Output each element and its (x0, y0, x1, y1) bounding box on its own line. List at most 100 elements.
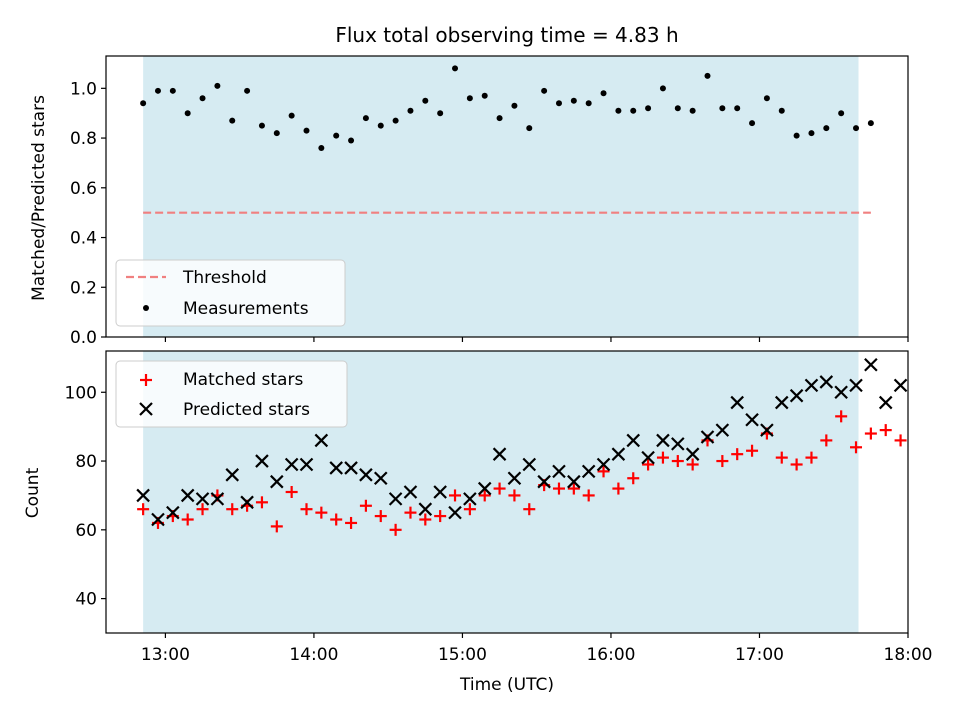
measurement-point (674, 105, 681, 112)
predicted-star-point (656, 433, 670, 448)
measurement-point (362, 115, 369, 122)
predicted-star-point (225, 468, 240, 482)
legend-predicted-label: Predicted stars (183, 400, 310, 420)
predicted-star-point (195, 492, 210, 506)
measurement-point (630, 107, 637, 114)
measurement-point (437, 110, 444, 117)
matched-star-point (389, 523, 402, 536)
bottom-y-axis-label: Count (23, 467, 43, 518)
predicted-star-point (329, 461, 343, 475)
matched-star-point (285, 486, 298, 498)
predicted-star-point (537, 474, 551, 489)
matched-star-point (627, 472, 640, 485)
matched-star-point (404, 506, 417, 519)
measurement-point (348, 137, 355, 144)
matched-star-point (731, 448, 744, 461)
matched-star-point (567, 482, 580, 495)
predicted-star-point (166, 505, 180, 520)
predicted-star-point (819, 375, 834, 389)
measurement-point (645, 105, 652, 112)
top-y-tick-label: 0.2 (70, 278, 97, 298)
x-tick-label: 17:00 (735, 645, 784, 665)
measurement-point (526, 125, 533, 132)
measurement-point (377, 122, 384, 129)
matched-star-point (508, 489, 521, 502)
predicted-star-point (151, 512, 165, 527)
predicted-star-point (567, 474, 581, 489)
predicted-star-point (864, 357, 878, 372)
bottom-y-tick-label: 40 (75, 590, 97, 610)
measurement-point (318, 145, 325, 152)
x-tick-label: 16:00 (586, 645, 635, 665)
bottom-x-ticks: 13:00 14:00 15:00 16:00 17:00 18:00 (141, 633, 933, 665)
matched-star-point (805, 451, 818, 464)
measurement-point (333, 132, 340, 139)
measurement-point (184, 110, 191, 117)
predicted-star-point (210, 492, 225, 506)
measurement-point (214, 82, 221, 89)
predicted-star-point (448, 505, 462, 520)
predicted-star-point (641, 450, 655, 465)
predicted-star-point (611, 447, 626, 461)
predicted-star-point (730, 395, 744, 410)
matched-star-point (270, 520, 283, 533)
measurement-point (407, 107, 414, 114)
x-tick-label: 13:00 (141, 645, 190, 665)
predicted-star-point (849, 378, 863, 393)
predicted-star-point (760, 423, 774, 437)
measurement-point (140, 100, 147, 107)
bottom-y-tick-label: 80 (75, 452, 97, 472)
matched-star-point (137, 503, 150, 516)
x-axis-label: Time (UTC) (459, 675, 554, 695)
predicted-star-point (626, 433, 641, 448)
measurement-point (853, 125, 860, 132)
predicted-star-point (136, 488, 150, 503)
measurement-point (838, 110, 845, 117)
measurement-point (793, 132, 800, 139)
legend-predicted-swatch (139, 402, 153, 416)
measurement-point (422, 97, 429, 104)
predicted-star-point (789, 388, 804, 403)
top-y-tick-label: 0.0 (70, 328, 97, 348)
predicted-star-point (433, 485, 447, 499)
legend-matched-swatch (140, 374, 152, 386)
matched-star-point (850, 441, 863, 454)
x-tick-label: 14:00 (289, 645, 338, 665)
matched-star-point (879, 424, 892, 437)
predicted-star-point (834, 385, 848, 400)
x-tick-label: 18:00 (884, 645, 933, 665)
predicted-star-point (685, 447, 700, 461)
measurement-point (763, 95, 770, 102)
matched-star-point (642, 458, 655, 471)
predicted-star-point (804, 378, 819, 393)
bottom-y-ticks: 40 60 80 100 (65, 383, 106, 610)
matched-star-point (478, 489, 491, 502)
measurement-point (734, 105, 741, 112)
chart-title: Flux total observing time = 4.83 h (335, 23, 678, 47)
matched-star-point (493, 482, 506, 495)
measurement-point (244, 87, 251, 94)
matched-star-point (374, 510, 387, 523)
matched-star-point (686, 458, 699, 471)
predicted-star-point (180, 488, 195, 503)
bottom-legend-box (115, 360, 348, 428)
predicted-star-point (596, 457, 611, 472)
matched-star-point (597, 465, 610, 478)
predicted-star-point (403, 485, 418, 499)
measurement-point (466, 95, 473, 102)
legend-measurements-label: Measurements (183, 299, 309, 319)
matched-star-point (552, 482, 565, 495)
measurement-point (704, 72, 711, 79)
predicted-star-point (299, 457, 314, 472)
top-legend: Threshold Measurements (115, 259, 346, 327)
predicted-star-point (581, 464, 596, 479)
matched-star-point (196, 503, 209, 516)
top-axes-frame (105, 55, 909, 338)
matched-star-point (820, 434, 833, 447)
measurement-point (229, 117, 236, 124)
x-tick-label: 15:00 (438, 645, 487, 665)
predicted-star-point (893, 378, 908, 393)
matched-star-point (746, 444, 759, 457)
top-legend-box (115, 259, 346, 327)
bottom-y-tick-label: 60 (75, 521, 97, 541)
